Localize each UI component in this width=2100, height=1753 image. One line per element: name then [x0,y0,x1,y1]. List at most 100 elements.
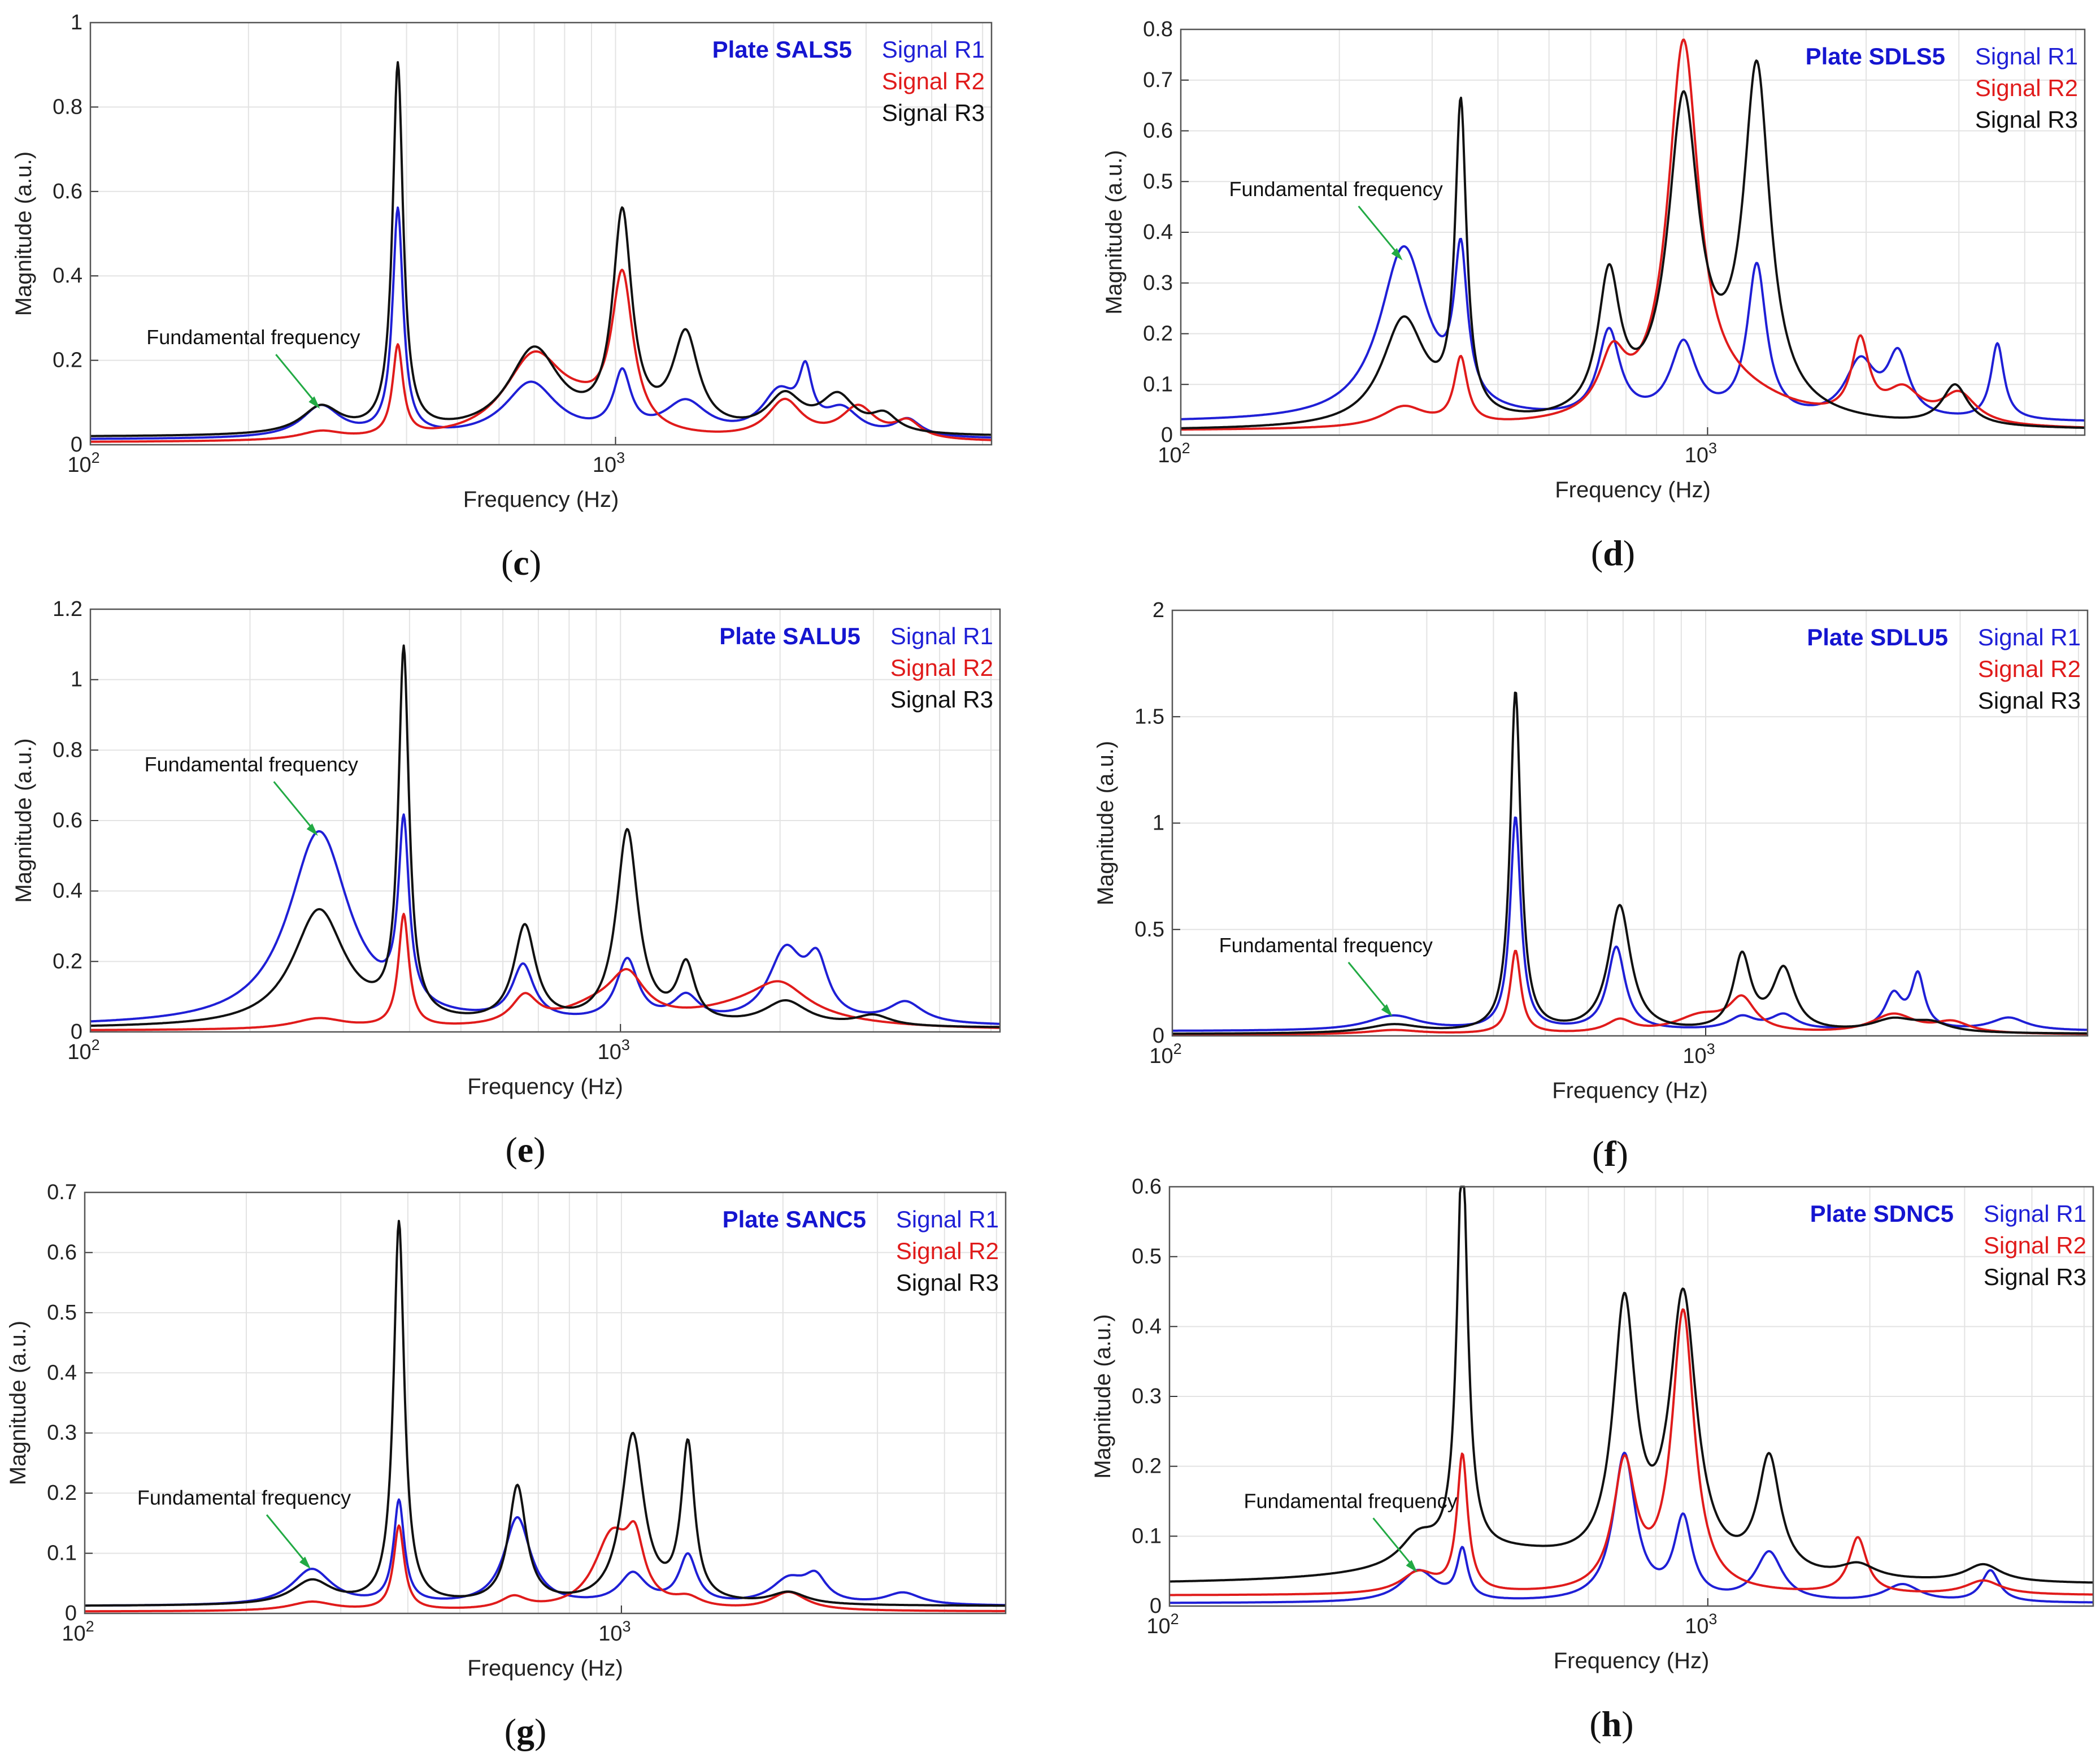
plate-title: Plate SDLS5 [1806,43,1945,70]
legend-entry-2: Signal R2 [1975,75,2078,101]
y-tick-label: 0.6 [1132,1175,1162,1199]
series-line-signal-r2 [1169,1308,2094,1596]
plot-frame [1171,609,2089,1037]
caption-open-paren: ( [501,543,513,583]
y-tick-label: 0.2 [1143,322,1173,346]
annotation-arrowhead [1406,1560,1418,1573]
annotation-label: Fundamental frequency [1229,177,1443,201]
y-tick-label: 0.1 [1132,1524,1162,1548]
x-tick-exponent: 2 [92,1036,100,1053]
x-tick-base: 10 [1685,1615,1708,1638]
series-line-signal-r1 [84,1498,1006,1607]
x-tick-label: 102 [67,449,99,477]
x-axis-label: Frequency (Hz) [467,1074,623,1099]
y-tick-label: 0 [1153,1024,1164,1048]
plate-title: Plate SANC5 [723,1206,866,1233]
y-tick-label: 0.2 [53,949,82,973]
caption-letter: h [1602,1704,1622,1744]
plate-title: Plate SALS5 [712,36,852,63]
plate-title: Plate SDNC5 [1810,1200,1954,1227]
x-tick-base: 10 [598,1040,621,1064]
legend-entry-1: Signal R1 [882,36,985,63]
caption-open-paren: ( [505,1711,516,1751]
y-tick-label: 0 [65,1602,77,1625]
y-tick-label: 0.6 [1143,119,1173,143]
legend-entry-2: Signal R2 [890,654,993,681]
y-tick-label: 0.6 [53,809,82,832]
annotation-arrowhead [299,1556,311,1569]
y-tick-label: 0.3 [1143,271,1173,295]
x-tick-base: 10 [598,1622,622,1646]
panel-caption: (g) [505,1711,547,1751]
x-tick-label: 102 [62,1618,94,1646]
y-tick-label: 0.7 [47,1181,77,1204]
y-tick-label: 1 [71,668,82,692]
annotation-label: Fundamental frequency [137,1486,351,1509]
x-tick-label: 103 [598,1036,630,1064]
y-tick-label: 0.4 [1143,220,1173,244]
y-tick-label: 2 [1153,598,1164,622]
annotation-label: Fundamental frequency [1219,934,1433,957]
y-tick-label: 0.4 [53,264,82,288]
legend-entry-2: Signal R2 [1984,1232,2086,1259]
y-tick-label: 1 [1153,812,1164,835]
x-tick-exponent: 3 [621,1036,630,1053]
legend-entry-2: Signal R2 [896,1238,999,1264]
caption-letter: g [516,1711,534,1751]
y-tick-label: 0.4 [1132,1314,1162,1338]
y-tick-label: 0 [71,433,82,457]
annotation-arrow [275,354,319,406]
caption-letter: d [1603,533,1623,573]
series-line-signal-r3 [1172,691,2088,1035]
y-tick-label: 0.2 [1132,1455,1162,1478]
legend-entry-3: Signal R3 [1984,1264,2086,1290]
series-line-signal-r1 [90,206,992,440]
y-tick-label: 0.8 [53,95,82,119]
caption-open-paren: ( [1589,1704,1601,1744]
x-tick-base: 10 [1149,1044,1173,1068]
legend-entry-1: Signal R1 [1978,624,2081,650]
annotation-arrow [266,1514,310,1567]
series-line-signal-r2 [1180,38,2085,431]
caption-letter: e [518,1130,533,1170]
panel-caption: (e) [505,1130,545,1170]
y-tick-label: 0.4 [47,1361,77,1385]
x-tick-label: 103 [598,1618,631,1646]
caption-open-paren: ( [505,1130,517,1170]
y-tick-label: 0.8 [53,738,82,762]
y-axis-label: Magnitude (a.u.) [11,738,36,902]
x-tick-exponent: 2 [92,449,100,466]
caption-open-paren: ( [1591,533,1603,573]
y-tick-label: 0.5 [1134,918,1164,941]
x-tick-exponent: 2 [1171,1611,1179,1628]
x-tick-label: 103 [593,449,625,477]
x-tick-label: 102 [1146,1611,1179,1638]
series-line-signal-r1 [90,813,1001,1025]
legend-entry-1: Signal R1 [890,623,993,649]
plot-frame [89,21,993,446]
caption-close-paren: ) [1616,1134,1628,1174]
y-tick-label: 0.5 [1143,170,1173,193]
series-line-signal-r3 [1180,59,2085,429]
legend-entry-2: Signal R2 [882,68,985,94]
annotation-arrowhead [306,823,318,836]
annotation-arrow [273,781,316,834]
series-line-signal-r3 [90,61,992,437]
y-tick-label: 0.6 [47,1240,77,1264]
annotation-arrowhead [1391,248,1403,261]
x-tick-label: 103 [1685,440,1717,467]
y-tick-label: 0.4 [53,879,82,903]
x-tick-exponent: 3 [1708,1611,1717,1628]
y-tick-label: 0.2 [53,349,82,372]
legend-entry-3: Signal R3 [882,99,985,126]
y-axis-label: Magnitude (a.u.) [1093,741,1118,905]
annotation-label: Fundamental frequency [145,753,358,776]
legend-entry-1: Signal R1 [1984,1200,2086,1227]
y-tick-label: 0.8 [1143,18,1173,41]
x-tick-exponent: 2 [1173,1040,1182,1057]
